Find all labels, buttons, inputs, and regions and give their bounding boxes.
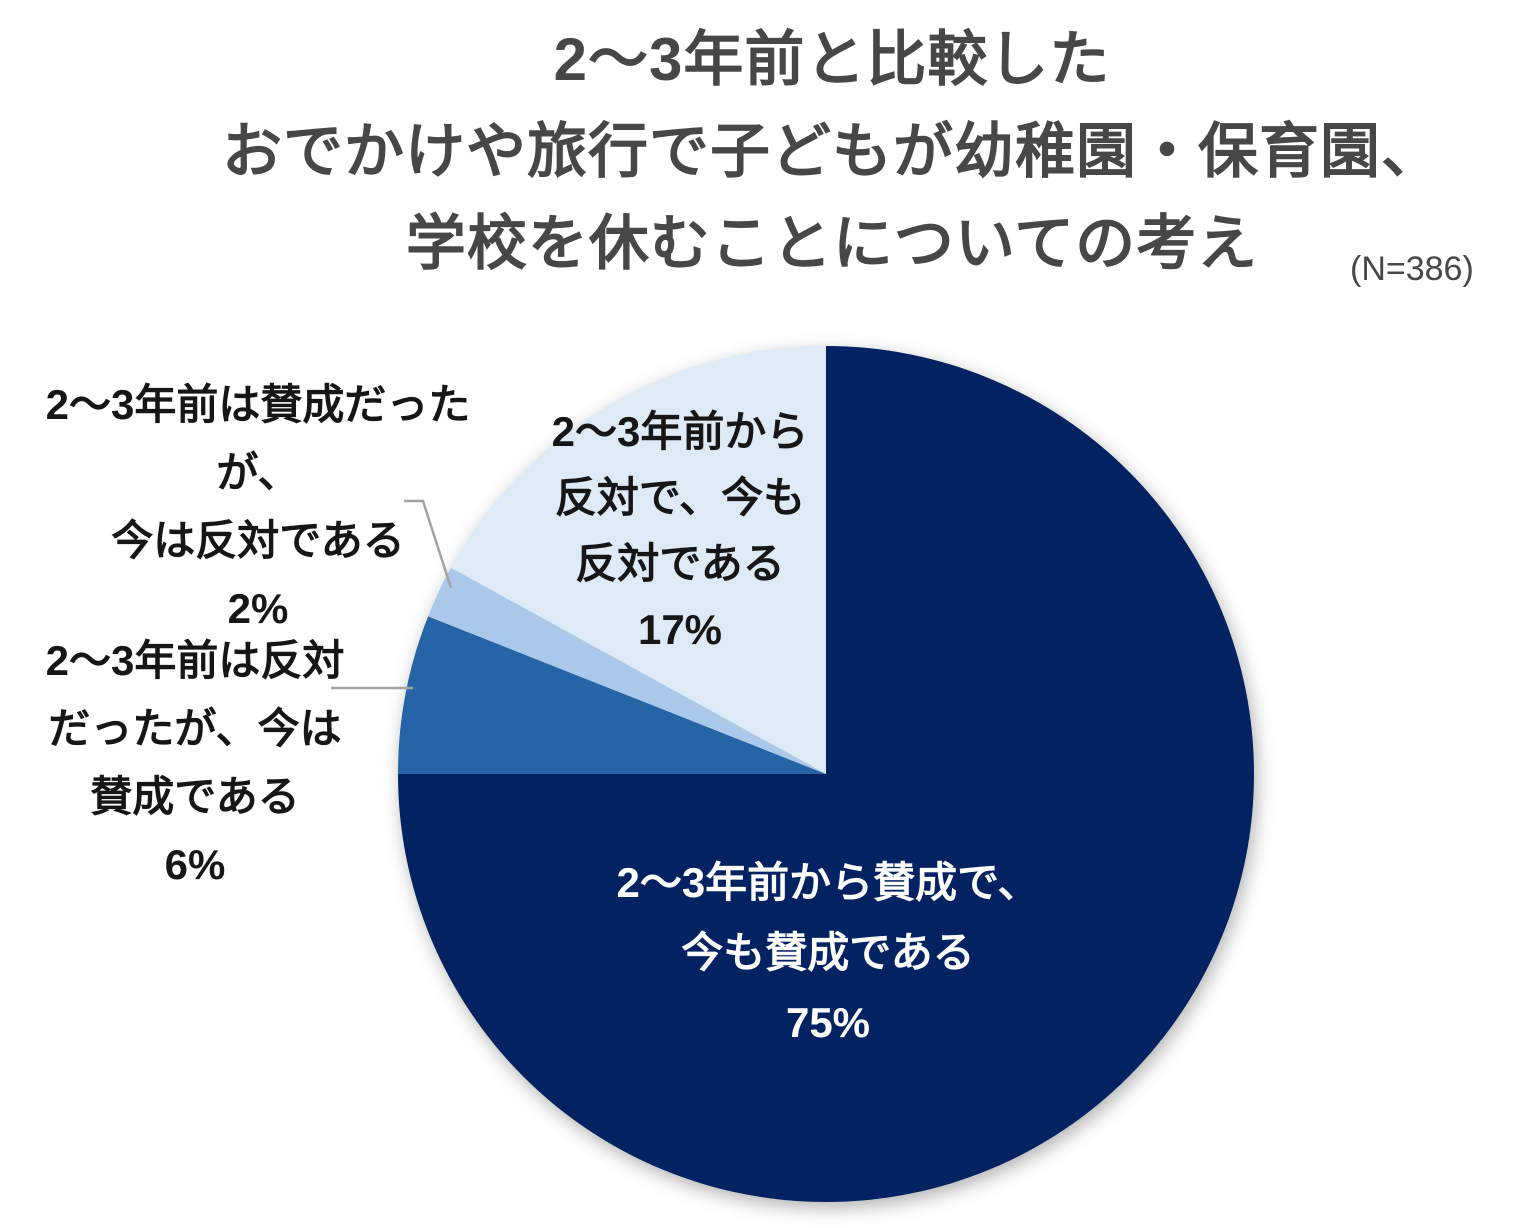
slice-label-6pct-line-3: 賛成である	[90, 773, 300, 820]
leader-line-2pct	[404, 499, 453, 589]
slice-label-17pct-line-2: 反対で、今も	[554, 474, 806, 521]
chart-title-line-3: 学校を休むことについての考え	[405, 210, 1259, 277]
sample-size-label: (N=386)	[1350, 250, 1474, 288]
pie-slices-group	[398, 346, 1254, 1202]
chart-title: 2〜3年前と比較した おでかけや旅行で子どもが幼稚園・保育園、 学校を休むことに…	[132, 14, 1532, 290]
slice-label-2pct-value: 2%	[227, 585, 289, 632]
slice-label-17pct-line-1: 2〜3年前から	[551, 408, 809, 455]
slice-label-75pct: 2〜3年前から賛成で、 今も賛成である 75%	[578, 848, 1078, 1058]
slice-label-75pct-line-1: 2〜3年前から賛成で、	[616, 859, 1040, 906]
slice-label-75pct-value: 75%	[785, 999, 871, 1046]
slice-label-2pct: 2〜3年前は賛成だったが、 今は反対である 2%	[8, 371, 508, 643]
slice-label-6pct-line-1: 2〜3年前は反対	[45, 637, 345, 684]
slice-label-17pct: 2〜3年前から 反対で、今も 反対である 17%	[430, 399, 930, 663]
slice-label-17pct-value: 17%	[637, 606, 723, 653]
chart-title-line-1: 2〜3年前と比較した	[553, 26, 1111, 93]
pie-slice-2pct	[428, 567, 826, 774]
slice-label-6pct: 2〜3年前は反対 だったが、今は 賛成である 6%	[0, 627, 445, 899]
slice-label-75pct-line-2: 今も賛成である	[681, 929, 975, 976]
pie-slice-17pct	[450, 346, 826, 774]
slice-label-6pct-value: 6%	[164, 841, 226, 888]
slice-label-2pct-line-2: 今は反対である	[111, 517, 405, 564]
slice-label-6pct-line-2: だったが、今は	[48, 705, 342, 752]
slice-label-2pct-line-1: 2〜3年前は賛成だったが、	[45, 381, 471, 496]
slice-label-17pct-line-3: 反対である	[575, 540, 785, 587]
chart-title-line-2: おでかけや旅行で子どもが幼稚園・保育園、	[222, 118, 1442, 185]
pie-slice-6pct	[398, 616, 826, 774]
